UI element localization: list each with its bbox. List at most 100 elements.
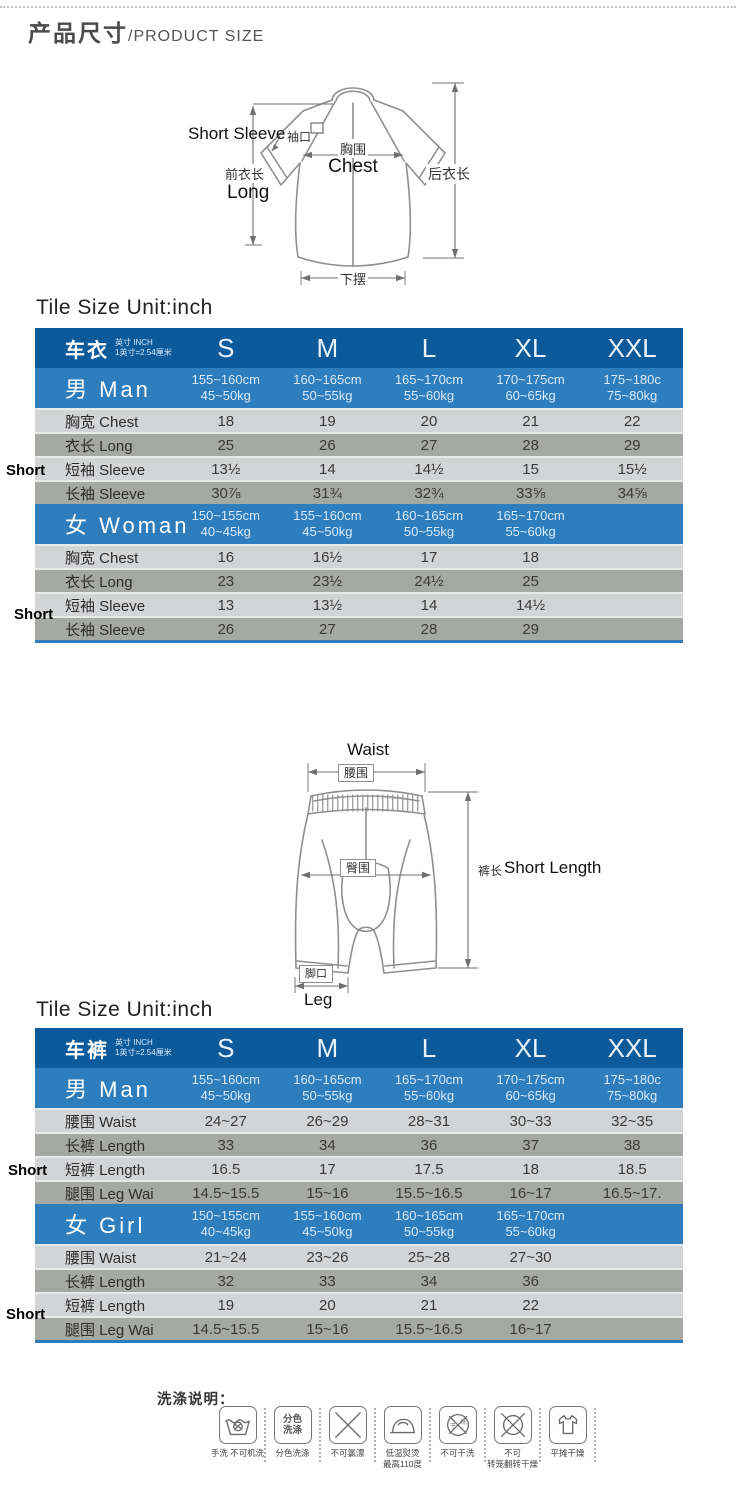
size-value: 16~17 [509, 1320, 552, 1338]
spec-weight: 60~65kg [505, 1088, 556, 1103]
spec-cell: 170~175cm 60~65kg [480, 1072, 582, 1103]
row-label: 腰围 Waist [65, 1113, 137, 1131]
table-row: 长袖 Sleeve 26 27 28 29 [35, 616, 683, 640]
size-value: 17.5 [414, 1160, 444, 1178]
spec-weight: 50~55kg [302, 1088, 353, 1103]
size-value: 33⅝ [515, 484, 546, 502]
dotted-divider [264, 1408, 266, 1462]
jersey-front-length-en-label: Long [227, 182, 270, 203]
spec-height: 165~170cm [496, 1208, 565, 1224]
row-label: 长袖 Sleeve [65, 621, 146, 639]
spec-height: 165~170cm [394, 372, 464, 388]
size-value: 14.5~15.5 [192, 1184, 260, 1202]
spec-weight: 40~45kg [200, 1224, 251, 1239]
jersey-men-band-row: 男 Man 155~160cm 45~50kg 160~165cm 50~55kg … [35, 368, 683, 408]
size-value: 32 [217, 1272, 235, 1290]
size-value: 18 [522, 1160, 539, 1178]
jersey-table-title: Tile Size Unit:inch [36, 296, 213, 319]
row-label: 长裤 Length [65, 1273, 146, 1291]
table-row: 短袖 Sleeve 13½ 14 14½ 15 15½ [35, 456, 683, 480]
size-value: 15 [522, 460, 539, 478]
dotted-divider [319, 1408, 321, 1462]
jersey-chest-en-label: Chest [328, 156, 378, 177]
size-value: 15.5~16.5 [395, 1184, 463, 1202]
size-value: 31¾ [312, 484, 342, 502]
size-value: 16.5~17. [602, 1184, 662, 1202]
size-value: 15.5~16.5 [395, 1320, 463, 1338]
size-value: 33 [319, 1272, 336, 1290]
size-value: 14½ [414, 460, 444, 478]
spec-weight: 75~80kg [607, 1088, 658, 1103]
page-title-cn: 产品尺寸 [28, 20, 128, 46]
color-separate-wash-icon: 分色 洗涤 [273, 1406, 312, 1444]
spec-cell: 155~160cm 45~50kg [277, 508, 379, 539]
table-row: 短袖 Sleeve 13 13½ 14 14½ [35, 592, 683, 616]
size-value: 37 [522, 1136, 539, 1154]
row-label: 短裤 Length [65, 1161, 146, 1179]
spec-cell: 165~170cm 55~60kg [480, 1208, 582, 1239]
row-label: 长裤 Length [65, 1137, 146, 1155]
shorts-waist-cn-label: 腰围 [338, 764, 375, 782]
size-value: 17 [420, 548, 438, 566]
shorts-men-label: 男 Man [65, 1077, 151, 1102]
size-header-xl: XL [514, 332, 547, 363]
size-value: 36 [420, 1136, 438, 1154]
shorts-girl-label: 女 Girl [65, 1213, 146, 1238]
jersey-women-band-row: 女 Woman 150~155cm 40~45kg 155~160cm 45~50k… [35, 504, 683, 544]
icon-text-line1: 分色 [282, 1413, 302, 1425]
unit-note-line1: 英寸 INCH [115, 338, 153, 347]
spec-cell: 160~165cm 50~55kg [277, 1072, 379, 1103]
no-dry-clean-icon: 干 洗 [438, 1406, 477, 1444]
spec-height: 170~175cm [496, 372, 565, 388]
spec-cell: 160~165cm 50~55kg [378, 1208, 480, 1239]
spec-height: 165~170cm [394, 1072, 464, 1088]
size-value: 15~16 [306, 1320, 349, 1338]
spec-cell: 160~165cm 50~55kg [277, 372, 379, 403]
spec-weight: 60~65kg [505, 388, 556, 403]
size-value: 33 [217, 1136, 235, 1154]
jersey-unit-note: 英寸 INCH 1英寸=2.54厘米 [115, 338, 172, 358]
size-header-m: M [316, 332, 339, 363]
spec-weight: 50~55kg [403, 524, 455, 539]
size-value: 25 [217, 436, 235, 454]
table-row: 胸宽 Chest 16 16½ 17 18 [35, 544, 683, 568]
shorts-outline-drawing [294, 763, 478, 993]
short-annotation-shorts-men: Short [8, 1162, 48, 1179]
size-value: 26~29 [306, 1112, 349, 1130]
page-title-en: /PRODUCT SIZE [128, 28, 265, 45]
spec-height: 150~155cm [191, 508, 260, 524]
row-label: 衣长 Long [65, 573, 133, 591]
size-value: 34 [319, 1136, 336, 1154]
wash-icons-row: 手洗 不可机洗 分色 洗涤 分色洗涤 不可氯漂 [211, 1406, 596, 1470]
spec-weight: 40~45kg [200, 524, 251, 539]
table-row: 长裤 Length 33 34 36 37 38 [35, 1132, 683, 1156]
shorts-leg-en-label: Leg [304, 990, 333, 1009]
spec-cell: 155~160cm 45~50kg [175, 1072, 277, 1103]
wash-item-color-separate: 分色 洗涤 分色洗涤 [266, 1406, 319, 1459]
dotted-divider [374, 1408, 376, 1462]
size-value: 23 [217, 572, 235, 590]
size-value: 23½ [312, 572, 342, 590]
row-label: 短袖 Sleeve [65, 597, 146, 615]
spec-weight: 75~80kg [607, 388, 658, 403]
table-row: 衣长 Long 23 23½ 24½ 25 [35, 568, 683, 592]
size-value: 16.5 [211, 1160, 241, 1178]
spec-height: 160~165cm [394, 508, 464, 524]
table-row: 腰围 Waist 24~27 26~29 28~31 30~33 32~35 [35, 1108, 683, 1132]
size-value: 14 [319, 460, 336, 478]
table-row: 胸宽 Chest 18 19 20 21 22 [35, 408, 683, 432]
jersey-back-length-label: 后衣长 [426, 164, 472, 184]
unit-note-line2: 1英寸=2.54厘米 [115, 1048, 172, 1057]
size-value: 24~27 [204, 1112, 247, 1130]
icon-glyph-2: 洗 [460, 1418, 466, 1426]
spec-weight: 45~50kg [200, 388, 251, 403]
wash-label-line2: 转笼翻转干燥 [486, 1459, 538, 1470]
wash-heading: 洗涤说明： [157, 1392, 235, 1408]
size-value: 21~24 [204, 1248, 247, 1266]
shorts-hip-label: 臀围 [340, 859, 377, 877]
spec-weight: 45~50kg [302, 524, 353, 539]
row-label: 衣长 Long [65, 437, 133, 455]
size-value: 17 [319, 1160, 336, 1178]
size-value: 25~28 [407, 1248, 451, 1266]
hand-wash-icon [218, 1406, 257, 1444]
